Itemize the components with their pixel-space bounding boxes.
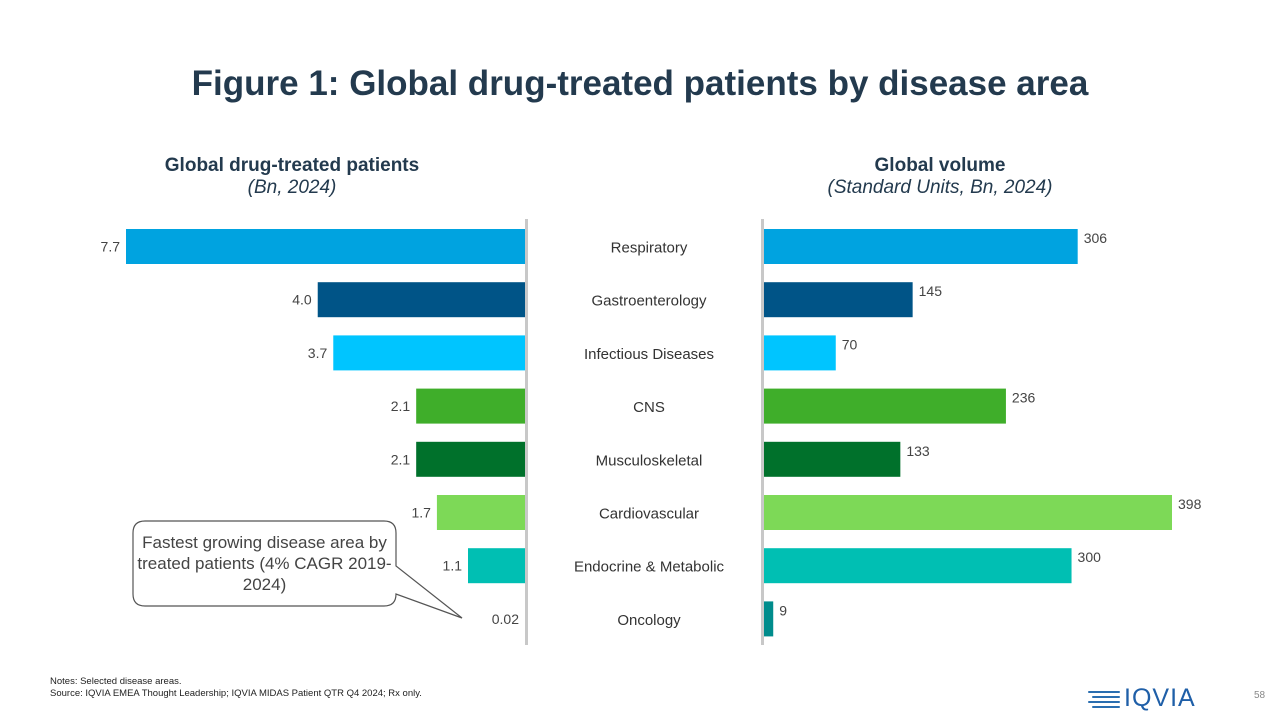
logo-lines-icon (1088, 689, 1122, 709)
right-bar-label: 145 (919, 283, 943, 299)
right-panel-subheading: (Standard Units, Bn, 2024) (827, 177, 1053, 198)
right-bar-label: 398 (1178, 496, 1202, 512)
left-panel-title: Global drug-treated patients (Bn, 2024) (92, 155, 492, 199)
right-bar-label: 133 (906, 443, 930, 459)
category-label: Oncology (617, 612, 681, 629)
right-bar (764, 495, 1172, 530)
right-panel-title: Global volume (Standard Units, Bn, 2024) (740, 155, 1140, 199)
category-labels-group: Respiratory Gastroenterology Infectious Di… (574, 240, 725, 629)
category-label: CNS (633, 399, 665, 416)
right-bar (764, 282, 913, 318)
right-bar-label: 70 (842, 336, 858, 352)
footnotes: Notes: Selected disease areas. Source: I… (50, 676, 422, 700)
source-line: Source: IQVIA EMEA Thought Leadership; I… (50, 688, 422, 699)
right-bar (764, 601, 774, 637)
left-bar-label: 3.7 (308, 345, 328, 361)
left-panel-heading: Global drug-treated patients (164, 155, 420, 176)
left-bar (333, 335, 525, 371)
right-bar-label: 300 (1078, 549, 1102, 565)
category-label: Musculoskeletal (596, 452, 703, 469)
category-label: Cardiovascular (599, 506, 699, 523)
left-bar-label: 1.7 (411, 505, 431, 521)
callout-bubble-group (132, 520, 463, 619)
right-bar-label: 306 (1084, 230, 1108, 246)
callout-bubble (132, 520, 463, 619)
axes-group (525, 219, 764, 645)
left-bar (317, 282, 525, 318)
right-bar (764, 441, 901, 477)
callout-text: Fastest growing disease area by treated … (137, 533, 392, 594)
left-bar-label: 7.7 (101, 239, 121, 255)
page-number: 58 (1254, 690, 1266, 701)
left-bar-label: 1.1 (443, 558, 463, 574)
right-bar-label: 236 (1012, 390, 1036, 406)
logo-wordmark: IQVIA (1124, 684, 1196, 712)
left-bar (468, 548, 525, 584)
category-label: Respiratory (611, 240, 688, 257)
notes-line: Notes: Selected disease areas. (50, 676, 182, 687)
right-bar (764, 548, 1072, 584)
left-bar-label: 2.1 (391, 398, 411, 414)
iqvia-logo: IQVIA (1088, 684, 1196, 713)
figure-title: Figure 1: Global drug-treated patients b… (191, 64, 1089, 103)
right-panel-heading: Global volume (874, 155, 1006, 176)
left-bar (416, 388, 525, 424)
left-bar-label: 4.0 (292, 292, 312, 308)
right-bars-group: 306 145 70 236 133 398 300 9 (764, 229, 1202, 637)
right-bar (764, 335, 836, 371)
right-bar (764, 229, 1078, 264)
right-bar (764, 388, 1006, 424)
right-bar-label: 9 (779, 602, 787, 618)
left-bar (126, 229, 525, 264)
left-bar-label: 2.1 (391, 451, 411, 467)
left-bar (416, 441, 525, 477)
left-bar-label: 0.02 (492, 611, 519, 627)
left-panel-subheading: (Bn, 2024) (247, 177, 337, 198)
category-label: Endocrine & Metabolic (574, 559, 725, 576)
category-label: Gastroenterology (591, 293, 707, 310)
left-bars-group: 7.7 4.0 3.7 2.1 2.1 1.7 1.1 0.02 (101, 229, 525, 627)
category-label: Infectious Diseases (584, 346, 714, 363)
left-bar (436, 495, 525, 530)
